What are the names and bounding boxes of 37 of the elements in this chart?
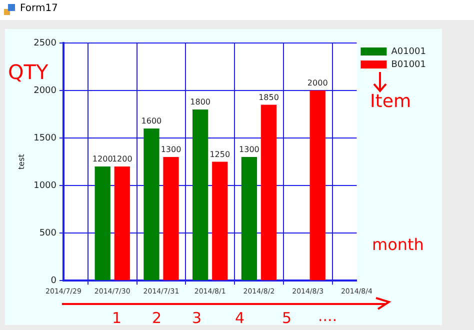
- y-tick-label: 0: [50, 276, 57, 286]
- bar: [310, 90, 326, 280]
- bar: [212, 162, 228, 280]
- text: 1: [112, 309, 122, 327]
- text: 2: [152, 309, 162, 327]
- data-label: 1300: [239, 145, 260, 154]
- text: 5: [282, 309, 292, 327]
- legend-label: A01001: [391, 46, 426, 57]
- text: QTY: [8, 60, 48, 84]
- y-tick-label: 2500: [34, 38, 57, 48]
- legend-label: B01001: [391, 60, 426, 70]
- bar: [114, 166, 130, 280]
- data-label: 1200: [92, 154, 113, 164]
- text: ....: [318, 307, 338, 325]
- bar: [192, 110, 208, 280]
- y-axis-title: test: [16, 154, 26, 170]
- y-tick-label: 1500: [34, 133, 57, 144]
- text: 4: [235, 309, 245, 327]
- data-label: 1200: [112, 154, 132, 164]
- y-tick-label: 2000: [34, 86, 57, 96]
- data-label: 1850: [258, 92, 279, 102]
- bar: [94, 166, 110, 280]
- bar: [144, 128, 160, 280]
- text: Item: [370, 91, 411, 112]
- bar: [163, 157, 179, 280]
- y-tick-label: 500: [39, 228, 57, 238]
- data-label: 1250: [210, 150, 230, 159]
- data-label: 1800: [190, 98, 211, 107]
- text: 3: [192, 309, 202, 327]
- bar: [241, 157, 258, 280]
- data-label: 2000: [307, 78, 328, 88]
- data-label: 1600: [141, 116, 162, 126]
- chart-title: Form17: [20, 3, 58, 14]
- bar: [260, 104, 277, 280]
- data-label: 1300: [160, 145, 182, 154]
- y-tick-label: 1000: [34, 180, 57, 191]
- text: month: [372, 235, 424, 254]
